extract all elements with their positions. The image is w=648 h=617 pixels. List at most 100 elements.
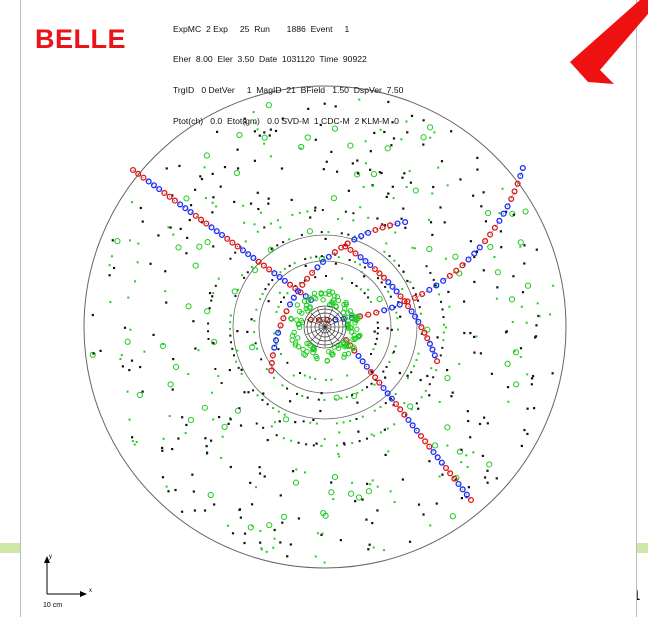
hit-ring: [353, 235, 356, 238]
hit-black: [273, 528, 276, 532]
hit-ring: [279, 301, 282, 303]
slide-band-left: [0, 543, 24, 553]
hit-black: [422, 119, 425, 122]
track-1-hit: [129, 166, 137, 174]
track-5-hit: [393, 288, 400, 295]
hit-green: [263, 142, 266, 145]
hit-black: [227, 422, 230, 425]
hit-green: [120, 354, 123, 357]
scale-label: 10 cm: [43, 602, 63, 609]
track-2-hit: [447, 470, 454, 477]
hit-black: [281, 117, 284, 120]
track-4-hit: [272, 337, 280, 344]
hit-ring: [286, 361, 289, 364]
track-1-hit: [266, 266, 273, 273]
hit-ring: [411, 246, 414, 249]
hit-ring: [275, 434, 278, 437]
track-3-hit: [373, 309, 380, 316]
hit-black: [240, 368, 243, 371]
hit-ring: [229, 257, 232, 260]
hit-ring: [363, 292, 366, 295]
hit-black: [192, 490, 195, 493]
hit-green-circle: [504, 360, 511, 367]
hit-green-circle: [266, 522, 273, 529]
hit-ring: [234, 295, 237, 298]
hit-ring: [265, 368, 268, 371]
hit-green: [129, 328, 132, 331]
hit-green: [131, 440, 134, 443]
hit-black: [383, 428, 386, 431]
hit-ring: [370, 353, 373, 355]
track-1-hit: [177, 201, 184, 208]
hit-ring: [210, 299, 213, 302]
hit-green-circle: [412, 187, 419, 194]
hit-ring: [394, 231, 397, 234]
hit-black: [314, 206, 317, 209]
hit-green-circle: [261, 134, 268, 141]
hit-green: [507, 400, 510, 403]
hit-green-circle: [234, 407, 242, 414]
hit-black: [269, 128, 272, 131]
hit-green: [359, 206, 362, 209]
hit-black: [486, 422, 489, 425]
hit-ring: [261, 292, 264, 295]
track-5-hit: [405, 303, 412, 310]
hit-ring: [337, 256, 340, 259]
hit-black: [390, 328, 393, 332]
track-2-hit: [459, 486, 466, 493]
hit-black: [211, 172, 214, 175]
hit-green-circle: [522, 208, 529, 215]
hit-green: [274, 421, 277, 424]
track-2-hit: [422, 438, 429, 445]
hit-green: [252, 111, 255, 114]
hit-ring: [288, 264, 291, 267]
detector-hits: [89, 98, 555, 564]
hit-ring: [252, 389, 255, 392]
hit-black: [211, 211, 214, 214]
track-1-hit: [213, 228, 220, 235]
hit-black: [266, 438, 269, 442]
hit-black: [229, 418, 232, 421]
core-hit: [342, 351, 348, 358]
hit-green-circle: [114, 238, 121, 245]
hit-black: [530, 383, 533, 386]
hit-black: [291, 470, 295, 473]
hit-green-circle: [426, 245, 433, 253]
hit-green: [299, 147, 302, 150]
hit-ring: [327, 231, 330, 234]
hit-green-circle: [236, 131, 243, 139]
hit-black: [504, 210, 508, 213]
hit-black: [419, 378, 422, 382]
hit-black: [482, 416, 486, 419]
hit-black: [391, 121, 394, 124]
hit-ring: [314, 377, 317, 380]
hit-black: [262, 392, 265, 395]
core-hit: [289, 333, 296, 339]
hit-ring: [275, 310, 278, 313]
hit-green: [371, 479, 374, 482]
hit-ring: [376, 332, 379, 335]
hit-green-circle: [172, 363, 180, 370]
hit-ring: [309, 256, 312, 259]
track-3-hit: [504, 203, 511, 210]
track-4-hit: [275, 329, 282, 336]
hit-ring: [345, 395, 348, 398]
hit-green-circle: [298, 143, 305, 151]
track-4-hit: [319, 258, 327, 265]
track-5-hit: [397, 293, 404, 300]
track-3-hit: [500, 210, 507, 217]
hit-green-circle: [306, 228, 313, 235]
hit-green-circle: [444, 374, 451, 382]
hit-ring: [366, 386, 369, 389]
hit-black: [417, 503, 421, 506]
track-3-hit: [511, 188, 518, 195]
core-hit: [318, 290, 324, 297]
hit-green: [376, 485, 379, 488]
hit-green: [475, 335, 478, 338]
hit-ring: [363, 266, 366, 269]
hit-black: [334, 105, 337, 108]
core-hit: [329, 289, 336, 295]
hit-ring: [283, 413, 286, 416]
hit-black: [258, 466, 261, 469]
hit-green: [167, 226, 170, 229]
